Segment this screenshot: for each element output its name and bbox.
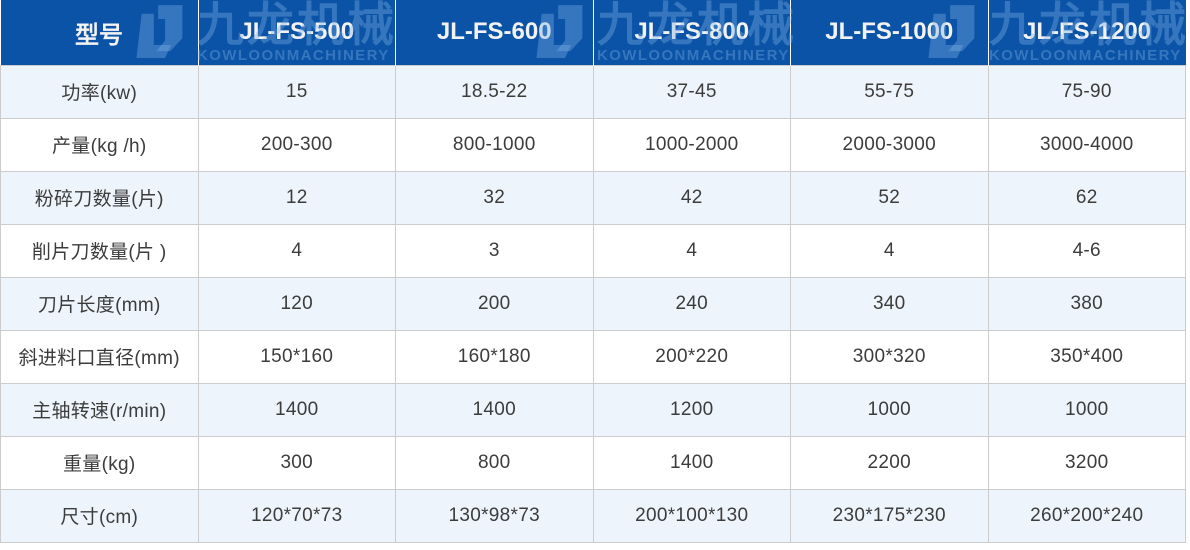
spec-row: 主轴转速(r/min) 1400 1400 1200 1000 1000 bbox=[0, 382, 1186, 437]
spec-cell: 1000 bbox=[987, 382, 1186, 437]
row-label: 尺寸(cm) bbox=[0, 488, 199, 543]
spec-cell: 15 bbox=[197, 64, 396, 119]
spec-cell: 380 bbox=[987, 276, 1186, 331]
row-label: 产量(kg /h) bbox=[0, 117, 199, 172]
spec-cell: 150*160 bbox=[197, 329, 396, 384]
spec-cell: 4-6 bbox=[987, 223, 1186, 278]
spec-row: 刀片长度(mm) 120 200 240 340 380 bbox=[0, 276, 1186, 331]
spec-cell: 32 bbox=[395, 170, 594, 225]
spec-cell: 52 bbox=[790, 170, 989, 225]
spec-cell: 300*320 bbox=[790, 329, 989, 384]
spec-row: 斜进料口直径(mm) 150*160 160*180 200*220 300*320 35… bbox=[0, 329, 1186, 384]
spec-cell: 120*70*73 bbox=[197, 488, 396, 543]
header-model-cell: JL-FS-600 bbox=[395, 0, 594, 65]
spec-cell: 55-75 bbox=[790, 64, 989, 119]
spec-cell: 3 bbox=[395, 223, 594, 278]
spec-cell: 340 bbox=[790, 276, 989, 331]
header-model-cell: JL-FS-800 bbox=[593, 0, 791, 65]
spec-cell: 2200 bbox=[790, 435, 989, 490]
spec-cell: 200 bbox=[395, 276, 594, 331]
row-label: 粉碎刀数量(片) bbox=[0, 170, 199, 225]
spec-cell: 260*200*240 bbox=[987, 488, 1186, 543]
spec-cell: 75-90 bbox=[987, 64, 1186, 119]
spec-cell: 240 bbox=[592, 276, 791, 331]
spec-table-head: 型号 JL-FS-500 JL-FS-600 JL-FS-800 JL-FS-1000… bbox=[0, 0, 1186, 65]
row-label: 功率(kw) bbox=[0, 64, 199, 119]
header-model-cell: JL-FS-1200 bbox=[988, 0, 1186, 65]
row-label: 斜进料口直径(mm) bbox=[0, 329, 199, 384]
spec-row: 粉碎刀数量(片) 12 32 42 52 62 bbox=[0, 170, 1186, 225]
spec-row: 产量(kg /h) 200-300 800-1000 1000-2000 2000-30… bbox=[0, 117, 1186, 172]
spec-cell: 1400 bbox=[197, 382, 396, 437]
header-row: 型号 JL-FS-500 JL-FS-600 JL-FS-800 JL-FS-1000… bbox=[0, 0, 1186, 65]
spec-cell: 1000-2000 bbox=[592, 117, 791, 172]
spec-cell: 1200 bbox=[592, 382, 791, 437]
spec-cell: 160*180 bbox=[395, 329, 594, 384]
row-label: 刀片长度(mm) bbox=[0, 276, 199, 331]
spec-cell: 3200 bbox=[987, 435, 1186, 490]
spec-cell: 800 bbox=[395, 435, 594, 490]
spec-cell: 230*175*230 bbox=[790, 488, 989, 543]
spec-row: 功率(kw) 15 18.5-22 37-45 55-75 75-90 bbox=[0, 64, 1186, 119]
spec-cell: 130*98*73 bbox=[395, 488, 594, 543]
header-model-label: 型号 bbox=[0, 0, 199, 65]
spec-cell: 3000-4000 bbox=[987, 117, 1186, 172]
spec-row: 重量(kg) 300 800 1400 2200 3200 bbox=[0, 435, 1186, 490]
spec-row: 削片刀数量(片 ) 4 3 4 4 4-6 bbox=[0, 223, 1186, 278]
spec-row: 尺寸(cm) 120*70*73 130*98*73 200*100*130 230*1… bbox=[0, 488, 1186, 543]
header-model-cell: JL-FS-500 bbox=[198, 0, 396, 65]
spec-cell: 12 bbox=[197, 170, 396, 225]
spec-table-body: 功率(kw) 15 18.5-22 37-45 55-75 75-90 产量(kg /h) 2… bbox=[0, 64, 1186, 543]
spec-cell: 1000 bbox=[790, 382, 989, 437]
spec-cell: 300 bbox=[197, 435, 396, 490]
spec-cell: 800-1000 bbox=[395, 117, 594, 172]
spec-cell: 4 bbox=[197, 223, 396, 278]
spec-cell: 62 bbox=[987, 170, 1186, 225]
spec-cell: 4 bbox=[790, 223, 989, 278]
row-label: 主轴转速(r/min) bbox=[0, 382, 199, 437]
spec-cell: 2000-3000 bbox=[790, 117, 989, 172]
spec-cell: 200*100*130 bbox=[592, 488, 791, 543]
spec-cell: 200-300 bbox=[197, 117, 396, 172]
spec-cell: 37-45 bbox=[592, 64, 791, 119]
row-label: 重量(kg) bbox=[0, 435, 199, 490]
spec-cell: 4 bbox=[592, 223, 791, 278]
spec-cell: 18.5-22 bbox=[395, 64, 594, 119]
spec-cell: 350*400 bbox=[987, 329, 1186, 384]
spec-cell: 200*220 bbox=[592, 329, 791, 384]
row-label: 削片刀数量(片 ) bbox=[0, 223, 199, 278]
spec-cell: 1400 bbox=[592, 435, 791, 490]
header-model-cell: JL-FS-1000 bbox=[790, 0, 989, 65]
spec-cell: 1400 bbox=[395, 382, 594, 437]
spec-cell: 42 bbox=[592, 170, 791, 225]
spec-cell: 120 bbox=[197, 276, 396, 331]
